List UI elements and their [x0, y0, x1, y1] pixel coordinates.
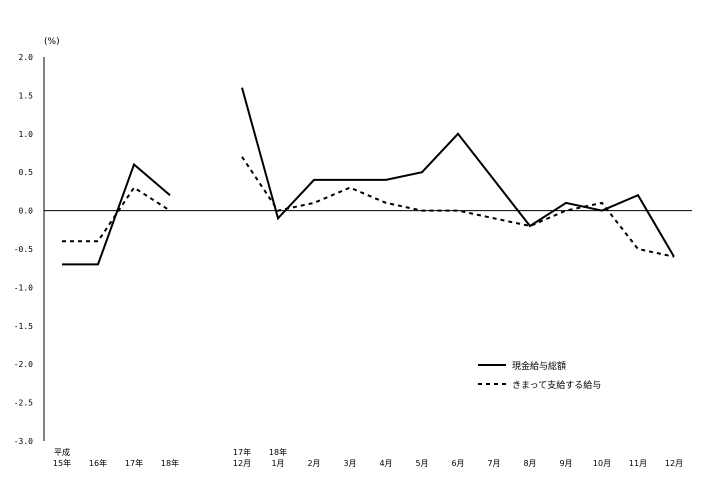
y-tick-label: -1.5 — [14, 322, 33, 331]
series-line-1-segment-1 — [241, 156, 675, 258]
x-tick-label: 9月 — [559, 459, 572, 468]
x-tick-label: 15年 — [53, 458, 71, 468]
y-tick-label: -0.5 — [14, 245, 33, 254]
x-tick-label-line1: 17年 — [233, 447, 251, 457]
x-tick-label: 11月 — [629, 459, 647, 468]
x-tick-label: 16年 — [89, 458, 107, 468]
x-tick-label: 6月 — [451, 459, 464, 468]
x-tick-label-line1: 平成 — [54, 447, 70, 457]
x-tick-label: 1月 — [271, 459, 284, 468]
x-tick-label: 12月 — [665, 459, 683, 468]
y-tick-label: 2.0 — [19, 53, 34, 62]
x-tick-label: 4月 — [379, 459, 392, 468]
x-tick-label: 10月 — [593, 459, 611, 468]
series-line-0-segment-0 — [62, 162, 171, 266]
x-tick-label: 12月 — [233, 459, 251, 468]
y-tick-labels: 2.0 1.5 1.0 0.5 0.0 -0.5 -1.0 -1.5 -2.0 -2.5 -3.0 — [14, 53, 33, 446]
x-tick-label-line1: 18年 — [269, 447, 287, 457]
y-tick-label: 1.0 — [19, 130, 34, 139]
series-line-1-segment-0 — [62, 186, 171, 243]
y-tick-label: -2.5 — [14, 399, 33, 408]
legend-label-1: きまって支給する給与 — [512, 379, 601, 391]
y-tick-label: -1.0 — [14, 283, 33, 292]
x-tick-label: 18年 — [161, 458, 179, 468]
x-tick-label: 3月 — [343, 459, 356, 468]
x-tick-label: 2月 — [307, 459, 320, 468]
x-tick-label: 17年 — [125, 458, 143, 468]
unit-label: (%) — [44, 37, 60, 47]
series-line-0-segment-1 — [241, 87, 675, 258]
y-tick-label: -2.0 — [14, 360, 33, 369]
legend: 現金給与総額 きまって支給する給与 — [478, 360, 601, 391]
y-tick-label: 0.5 — [19, 168, 34, 177]
x-tick-label: 7月 — [487, 459, 500, 468]
legend-label-0: 現金給与総額 — [512, 360, 566, 372]
y-tick-label: 0.0 — [19, 207, 34, 216]
x-tick-label: 5月 — [415, 459, 428, 468]
y-tick-label: -3.0 — [14, 437, 33, 446]
y-tick-label: 1.5 — [19, 91, 34, 100]
x-tick-label: 8月 — [523, 459, 536, 468]
series-lines — [62, 87, 675, 266]
